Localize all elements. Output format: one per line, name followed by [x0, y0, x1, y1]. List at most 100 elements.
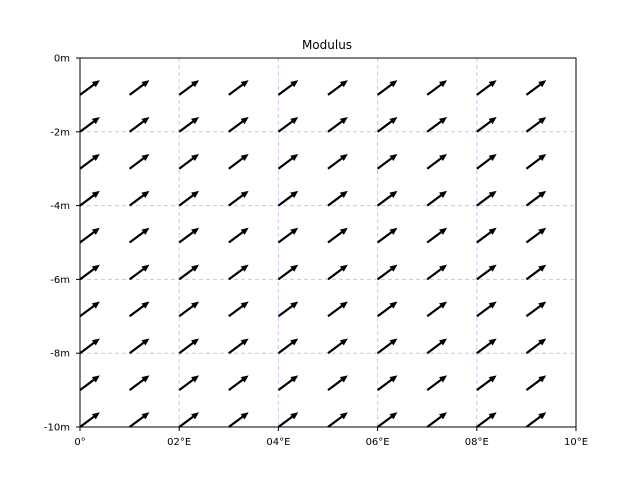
- vector-arrow: [79, 227, 100, 244]
- vector-arrow: [327, 264, 348, 281]
- vector-arrow: [277, 375, 299, 391]
- vector-arrow: [476, 190, 497, 207]
- vector-arrow: [128, 301, 150, 318]
- vector-arrow: [178, 190, 200, 207]
- vector-arrow: [327, 412, 348, 428]
- vector-arrow: [178, 412, 200, 428]
- vector-arrow: [228, 338, 249, 355]
- vector-arrow: [79, 338, 100, 355]
- vector-arrow: [376, 190, 398, 207]
- vector-arrow: [128, 117, 150, 133]
- vector-arrow: [178, 117, 200, 133]
- x-tick-label: 06°E: [366, 437, 390, 448]
- vector-arrow: [79, 375, 100, 391]
- vector-arrow: [327, 117, 348, 133]
- vector-arrow: [426, 264, 448, 281]
- vector-arrow: [327, 227, 348, 244]
- vector-arrow: [426, 227, 448, 244]
- vector-arrow: [277, 80, 299, 96]
- vector-arrow: [79, 80, 100, 96]
- vector-arrow: [376, 153, 398, 170]
- vector-arrow: [128, 338, 150, 355]
- vector-arrow: [376, 338, 398, 355]
- vector-arrow: [376, 227, 398, 244]
- vector-arrow: [128, 375, 150, 391]
- vector-arrow: [228, 375, 249, 391]
- vector-arrow: [178, 80, 200, 96]
- vector-arrow: [128, 80, 150, 96]
- vector-arrow: [426, 301, 448, 318]
- vector-arrow: [376, 80, 398, 96]
- vector-arrow: [327, 301, 348, 318]
- vector-arrow: [178, 338, 200, 355]
- vector-arrow: [128, 153, 150, 170]
- vector-arrow: [476, 301, 497, 318]
- vector-arrow: [79, 412, 100, 428]
- x-tick-label: 0°: [74, 437, 85, 448]
- vector-arrow: [79, 117, 100, 133]
- vector-arrow: [79, 264, 100, 281]
- vector-arrow: [376, 412, 398, 428]
- vector-arrow: [525, 264, 547, 281]
- vector-arrow: [228, 301, 249, 318]
- vector-arrow: [525, 301, 547, 318]
- vector-arrow: [79, 190, 100, 207]
- vector-arrow: [178, 153, 200, 170]
- y-tick-label: -4m: [50, 201, 70, 212]
- vector-arrow: [327, 80, 348, 96]
- y-tick-label: -2m: [50, 127, 70, 138]
- vector-arrow: [376, 117, 398, 133]
- vector-arrow: [178, 227, 200, 244]
- plot-frame: [79, 57, 577, 428]
- vector-arrow: [277, 301, 299, 318]
- vector-arrow: [525, 375, 547, 391]
- vector-arrow: [277, 190, 299, 207]
- x-axis: 0° 02°E 04°E 06°E 08°E 10°E: [74, 427, 588, 448]
- vector-arrow: [426, 375, 448, 391]
- vector-arrow: [228, 264, 249, 281]
- vector-arrow: [277, 412, 299, 428]
- vector-arrow: [525, 338, 547, 355]
- vector-arrow: [426, 80, 448, 96]
- y-axis: 0m -2m -4m -6m -8m -10m: [44, 54, 80, 434]
- vector-arrow: [525, 153, 547, 170]
- vector-arrow: [476, 375, 497, 391]
- vector-arrow: [476, 412, 497, 428]
- vector-arrow: [277, 338, 299, 355]
- x-tick-label: 10°E: [564, 437, 588, 448]
- vector-arrow: [426, 338, 448, 355]
- vector-arrow: [426, 190, 448, 207]
- vector-arrow: [228, 190, 249, 207]
- vector-arrow: [128, 227, 150, 244]
- vector-arrow: [277, 117, 299, 133]
- vector-arrow: [476, 80, 497, 96]
- vector-arrow: [79, 153, 100, 170]
- x-tick-label: 02°E: [167, 437, 191, 448]
- vector-arrow: [476, 264, 497, 281]
- y-tick-label: -8m: [50, 349, 70, 360]
- y-tick-label: -6m: [50, 275, 70, 286]
- vector-arrow: [128, 412, 150, 428]
- vector-arrow: [79, 301, 100, 318]
- x-tick-label: 08°E: [465, 437, 489, 448]
- vector-arrow: [228, 412, 249, 428]
- vector-arrow: [376, 301, 398, 318]
- chart-title: Modulus: [302, 38, 352, 52]
- vector-arrow: [327, 338, 348, 355]
- vector-arrow: [525, 117, 547, 133]
- vector-arrow: [476, 117, 497, 133]
- vector-arrow: [178, 375, 200, 391]
- y-tick-label: 0m: [54, 54, 70, 65]
- vector-arrow: [525, 190, 547, 207]
- vector-arrow: [376, 264, 398, 281]
- vector-arrow: [426, 412, 448, 428]
- vector-arrow: [228, 153, 249, 170]
- vector-arrow: [525, 80, 547, 96]
- vector-arrow: [376, 375, 398, 391]
- vector-arrow: [476, 153, 497, 170]
- vector-arrow: [128, 264, 150, 281]
- vector-arrow: [277, 153, 299, 170]
- vector-arrow: [327, 190, 348, 207]
- vector-arrow: [426, 117, 448, 133]
